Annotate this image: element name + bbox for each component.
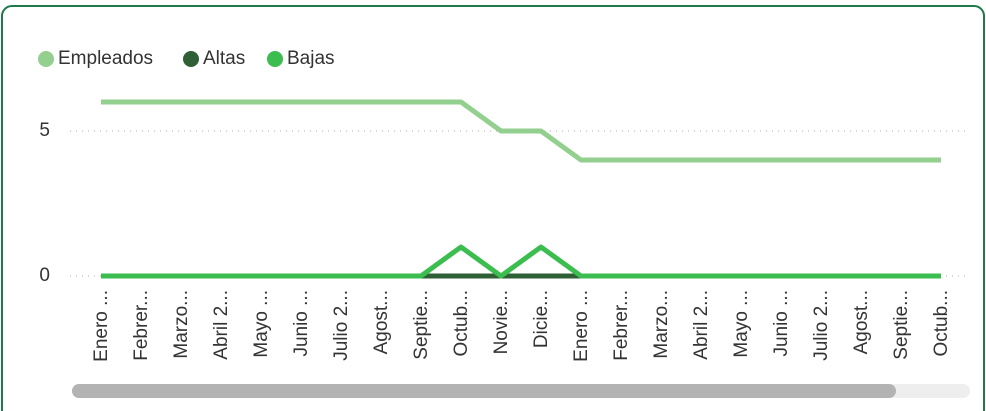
x-tick-label: Junio ... [771,290,792,357]
legend-label: Empleados [58,48,153,69]
x-tick-label: Agost... [851,290,872,354]
legend-label: Bajas [287,48,335,69]
series-line [101,244,941,279]
card-border [1,5,985,411]
legend-swatch [38,51,54,67]
legend-swatch [267,51,283,67]
x-tick-label: Mayo ... [251,290,272,358]
legend-swatch [183,51,199,67]
legend-label: Altas [203,48,245,69]
x-tick-label: Octub... [451,290,472,357]
x-tick-label: Julio 2... [811,290,832,361]
y-tick-label: 0 [39,265,50,286]
x-tick-label: Mayo ... [731,290,752,358]
x-tick-label: Marzo... [651,290,672,359]
x-tick-label: Julio 2... [331,290,352,361]
x-tick-label: Septie... [411,290,432,360]
x-tick-label: Dicie... [531,290,552,348]
x-tick-label: Octub... [931,290,952,357]
x-tick-label: Abril 2... [691,290,712,360]
x-tick-label: Abril 2... [211,290,232,360]
x-tick-label: Novie... [491,290,512,354]
y-tick-label: 5 [39,120,50,141]
x-tick-label: Enero ... [91,290,112,362]
x-tick-label: Febrer... [131,290,152,361]
x-tick-label: Junio ... [291,290,312,357]
x-tick-label: Febrer... [611,290,632,361]
x-tick-label: Septie... [891,290,912,360]
x-tick-label: Agost... [371,290,392,354]
series-line [101,99,941,163]
x-tick-label: Enero ... [571,290,592,362]
scrollbar-thumb[interactable] [72,384,896,398]
x-tick-label: Marzo... [171,290,192,359]
